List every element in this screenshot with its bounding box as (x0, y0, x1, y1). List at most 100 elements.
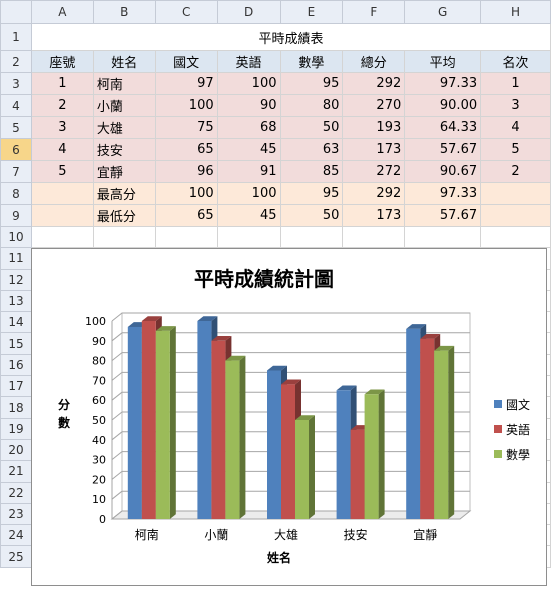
cell-rank[interactable]: 2 (480, 160, 551, 183)
cell-name[interactable]: 小蘭 (92, 94, 156, 117)
column-header-H[interactable]: H (480, 0, 551, 24)
cell-stat-total[interactable]: 292 (342, 182, 406, 205)
cell-math[interactable]: 63 (279, 138, 344, 161)
cell-id[interactable]: 4 (30, 138, 94, 161)
cell-total[interactable]: 173 (342, 138, 406, 161)
column-header-B[interactable]: B (92, 0, 156, 24)
cell-total[interactable]: 270 (342, 94, 406, 117)
cell-avg[interactable]: 90.00 (404, 94, 482, 117)
cell-stat-english[interactable]: 45 (216, 204, 281, 227)
cell-math[interactable]: 50 (279, 116, 344, 139)
cell-name[interactable]: 技安 (92, 138, 156, 161)
row-header-17[interactable]: 17 (0, 375, 32, 398)
column-header-A[interactable]: A (30, 0, 94, 24)
cell-stat-avg[interactable]: 57.67 (404, 204, 482, 227)
row-header-9[interactable]: 9 (0, 204, 32, 227)
row-header-1[interactable]: 1 (0, 23, 32, 51)
cell-rank[interactable]: 4 (480, 116, 551, 139)
column-header-C[interactable]: C (154, 0, 218, 24)
row-header-13[interactable]: 13 (0, 289, 32, 313)
cell-empty[interactable] (154, 225, 218, 249)
cell-name[interactable]: 大雄 (92, 116, 156, 139)
cell-total[interactable]: 193 (342, 116, 406, 139)
cell-chinese[interactable]: 65 (154, 138, 218, 161)
row-header-10[interactable]: 10 (0, 225, 32, 249)
chart-area[interactable]: 平時成績統計圖 0 10 20 30 40 50 60 70 80 90 100 柯南 小蘭 大雄 技安 宜靜姓… (31, 248, 547, 586)
column-header-G[interactable]: G (404, 0, 482, 24)
cell-empty[interactable] (216, 225, 281, 249)
header-cell-0[interactable]: 座號 (30, 50, 94, 73)
cell-stat-chinese[interactable]: 100 (154, 182, 218, 205)
cell-empty[interactable] (92, 225, 156, 249)
row-header-5[interactable]: 5 (0, 116, 32, 139)
row-header-8[interactable]: 8 (0, 182, 32, 205)
cell-rank[interactable]: 5 (480, 138, 551, 161)
cell-rank[interactable]: 1 (480, 72, 551, 95)
column-header-E[interactable]: E (279, 0, 344, 24)
header-cell-3[interactable]: 英語 (216, 50, 281, 73)
row-header-16[interactable]: 16 (0, 353, 32, 377)
cell-math[interactable]: 85 (279, 160, 344, 183)
cell-chinese[interactable]: 96 (154, 160, 218, 183)
cell-name[interactable]: 柯南 (92, 72, 156, 95)
cell-chinese[interactable]: 97 (154, 72, 218, 95)
cell-stat-math[interactable]: 95 (279, 182, 344, 205)
select-all-corner[interactable] (0, 0, 32, 24)
cell-id[interactable]: 2 (30, 94, 94, 117)
row-header-19[interactable]: 19 (0, 417, 32, 440)
row-header-20[interactable]: 20 (0, 438, 32, 462)
row-header-2[interactable]: 2 (0, 50, 32, 73)
cell-total[interactable]: 272 (342, 160, 406, 183)
row-header-11[interactable]: 11 (0, 247, 32, 270)
cell-empty[interactable] (342, 225, 406, 249)
cell-stat-label[interactable]: 最高分 (92, 182, 156, 205)
cell-english[interactable]: 100 (216, 72, 281, 95)
cell-avg[interactable]: 97.33 (404, 72, 482, 95)
cell-empty[interactable] (480, 182, 551, 205)
header-cell-1[interactable]: 姓名 (92, 50, 156, 73)
cell-stat-label[interactable]: 最低分 (92, 204, 156, 227)
cell-rank[interactable]: 3 (480, 94, 551, 117)
row-header-23[interactable]: 23 (0, 502, 32, 526)
row-header-14[interactable]: 14 (0, 311, 32, 334)
cell-english[interactable]: 90 (216, 94, 281, 117)
cell-total[interactable]: 292 (342, 72, 406, 95)
cell-empty[interactable] (30, 225, 94, 249)
sheet-title-cell[interactable]: 平時成績表 (30, 23, 551, 51)
row-header-18[interactable]: 18 (0, 396, 32, 419)
header-cell-4[interactable]: 數學 (279, 50, 344, 73)
cell-avg[interactable]: 90.67 (404, 160, 482, 183)
cell-name[interactable]: 宜靜 (92, 160, 156, 183)
cell-chinese[interactable]: 75 (154, 116, 218, 139)
cell-stat-math[interactable]: 50 (279, 204, 344, 227)
row-header-6[interactable]: 6 (0, 138, 32, 161)
cell-english[interactable]: 68 (216, 116, 281, 139)
cell-chinese[interactable]: 100 (154, 94, 218, 117)
row-header-12[interactable]: 12 (0, 268, 32, 291)
row-header-4[interactable]: 4 (0, 94, 32, 117)
cell-stat-english[interactable]: 100 (216, 182, 281, 205)
cell-id[interactable]: 3 (30, 116, 94, 139)
column-header-D[interactable]: D (216, 0, 281, 24)
column-header-F[interactable]: F (342, 0, 406, 24)
cell-empty[interactable] (404, 225, 482, 249)
row-header-22[interactable]: 22 (0, 481, 32, 504)
cell-avg[interactable]: 64.33 (404, 116, 482, 139)
header-cell-7[interactable]: 名次 (480, 50, 551, 73)
header-cell-5[interactable]: 總分 (342, 50, 406, 73)
cell-english[interactable]: 45 (216, 138, 281, 161)
cell-stat-total[interactable]: 173 (342, 204, 406, 227)
cell-empty[interactable] (30, 204, 94, 227)
cell-math[interactable]: 95 (279, 72, 344, 95)
cell-empty[interactable] (480, 204, 551, 227)
cell-empty[interactable] (480, 225, 551, 249)
cell-empty[interactable] (279, 225, 344, 249)
cell-avg[interactable]: 57.67 (404, 138, 482, 161)
cell-id[interactable]: 1 (30, 72, 94, 95)
row-header-7[interactable]: 7 (0, 160, 32, 183)
cell-stat-avg[interactable]: 97.33 (404, 182, 482, 205)
row-header-3[interactable]: 3 (0, 72, 32, 95)
header-cell-6[interactable]: 平均 (404, 50, 482, 73)
cell-empty[interactable] (30, 182, 94, 205)
row-header-15[interactable]: 15 (0, 332, 32, 355)
